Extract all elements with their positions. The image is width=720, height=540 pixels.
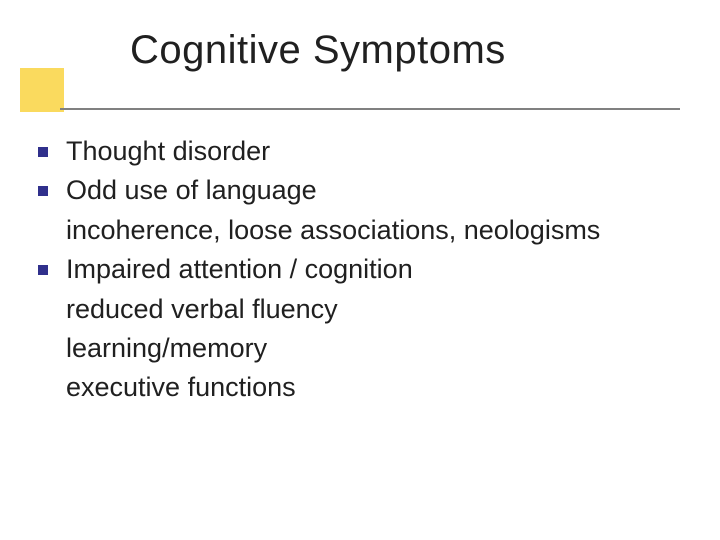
square-bullet-icon bbox=[38, 265, 48, 275]
list-item-text: Impaired attention / cognition bbox=[66, 250, 700, 289]
list-item-text: learning/memory bbox=[66, 329, 700, 368]
list-item: Impaired attention / cognition bbox=[38, 250, 700, 289]
slide: Cognitive Symptoms Thought disorder Odd … bbox=[0, 0, 720, 540]
list-item: Odd use of language bbox=[38, 171, 700, 210]
list-item-text: reduced verbal fluency bbox=[66, 290, 700, 329]
list-item: learning/memory bbox=[38, 329, 700, 368]
bullet-spacer bbox=[38, 383, 48, 393]
title-area: Cognitive Symptoms bbox=[30, 20, 690, 115]
slide-content: Thought disorder Odd use of language inc… bbox=[38, 132, 700, 408]
list-item-text: Odd use of language bbox=[66, 171, 700, 210]
bullet-spacer bbox=[38, 305, 48, 315]
list-item: incoherence, loose associations, neologi… bbox=[38, 211, 700, 250]
list-item-text: Thought disorder bbox=[66, 132, 700, 171]
accent-box bbox=[20, 68, 64, 112]
title-underline bbox=[60, 108, 680, 110]
slide-title: Cognitive Symptoms bbox=[130, 28, 506, 73]
list-item: executive functions bbox=[38, 368, 700, 407]
list-item-text: executive functions bbox=[66, 368, 700, 407]
square-bullet-icon bbox=[38, 186, 48, 196]
list-item: reduced verbal fluency bbox=[38, 290, 700, 329]
list-item: Thought disorder bbox=[38, 132, 700, 171]
bullet-spacer bbox=[38, 344, 48, 354]
square-bullet-icon bbox=[38, 147, 48, 157]
list-item-text: incoherence, loose associations, neologi… bbox=[66, 211, 700, 250]
bullet-spacer bbox=[38, 226, 48, 236]
